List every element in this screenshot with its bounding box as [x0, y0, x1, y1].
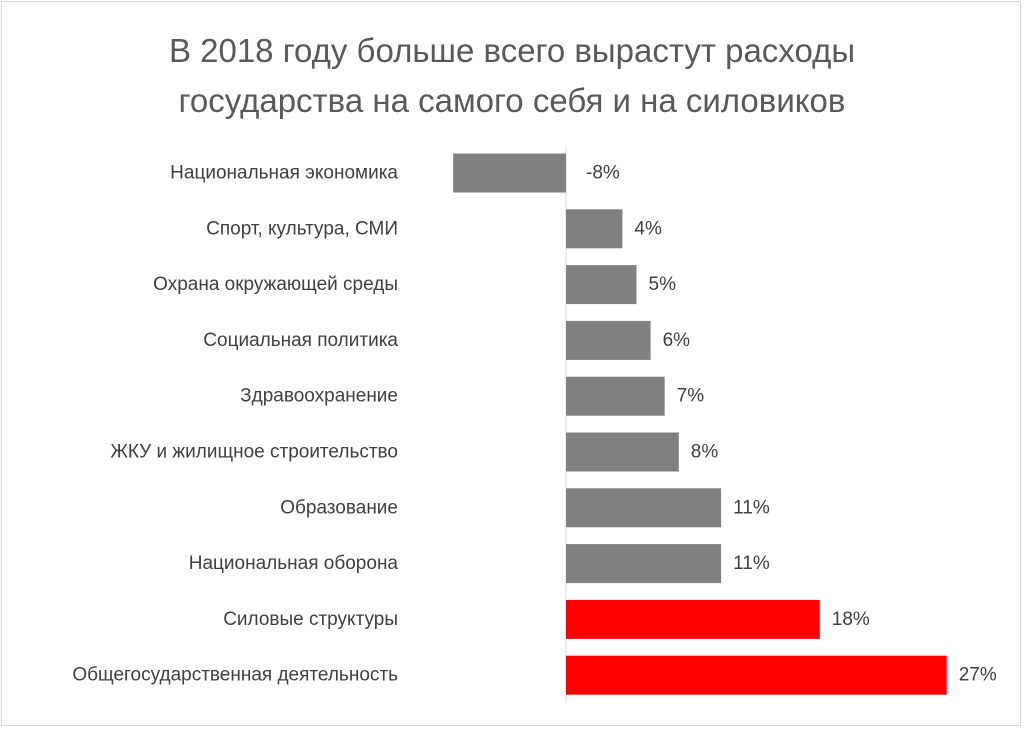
chart-title-line-2: государства на самого себя и на силовико…	[178, 82, 846, 119]
category-label-0: Национальная экономика	[170, 163, 398, 184]
bar-9	[566, 655, 947, 695]
value-label-2: 5%	[649, 274, 677, 295]
category-label-5: ЖКУ и жилищное строительство	[110, 442, 398, 463]
bar-3	[566, 320, 651, 360]
bar-1	[566, 209, 623, 249]
bar-0	[453, 153, 566, 193]
value-label-1: 4%	[634, 218, 662, 239]
bar-6	[566, 488, 722, 528]
value-label-9: 27%	[959, 665, 997, 686]
category-label-3: Социальная политика	[203, 330, 398, 351]
value-label-6: 11%	[733, 497, 770, 518]
chart-title-line-1: В 2018 году больше всего вырастут расход…	[168, 32, 856, 69]
category-label-8: Силовые структуры	[223, 609, 398, 630]
chart-title: В 2018 году больше всего вырастут расход…	[2, 26, 1022, 126]
bar-7	[566, 544, 722, 584]
value-label-7: 11%	[733, 553, 770, 574]
value-label-8: 18%	[832, 609, 870, 630]
bar-4	[566, 376, 665, 416]
value-label-0: -8%	[586, 163, 620, 184]
category-label-7: Национальная оборона	[189, 553, 399, 574]
category-label-6: Образование	[280, 497, 398, 518]
bar-5	[566, 432, 679, 472]
value-label-5: 8%	[691, 442, 719, 463]
category-label-9: Общегосударственная деятельность	[72, 665, 398, 686]
value-label-4: 7%	[677, 386, 705, 407]
category-label-4: Здравоохранение	[240, 386, 398, 407]
category-label-1: Спорт, культура, СМИ	[206, 218, 398, 239]
value-label-3: 6%	[663, 330, 691, 351]
category-label-2: Охрана окружающей среды	[153, 274, 398, 295]
bar-8	[566, 599, 820, 639]
bar-2	[566, 265, 637, 305]
